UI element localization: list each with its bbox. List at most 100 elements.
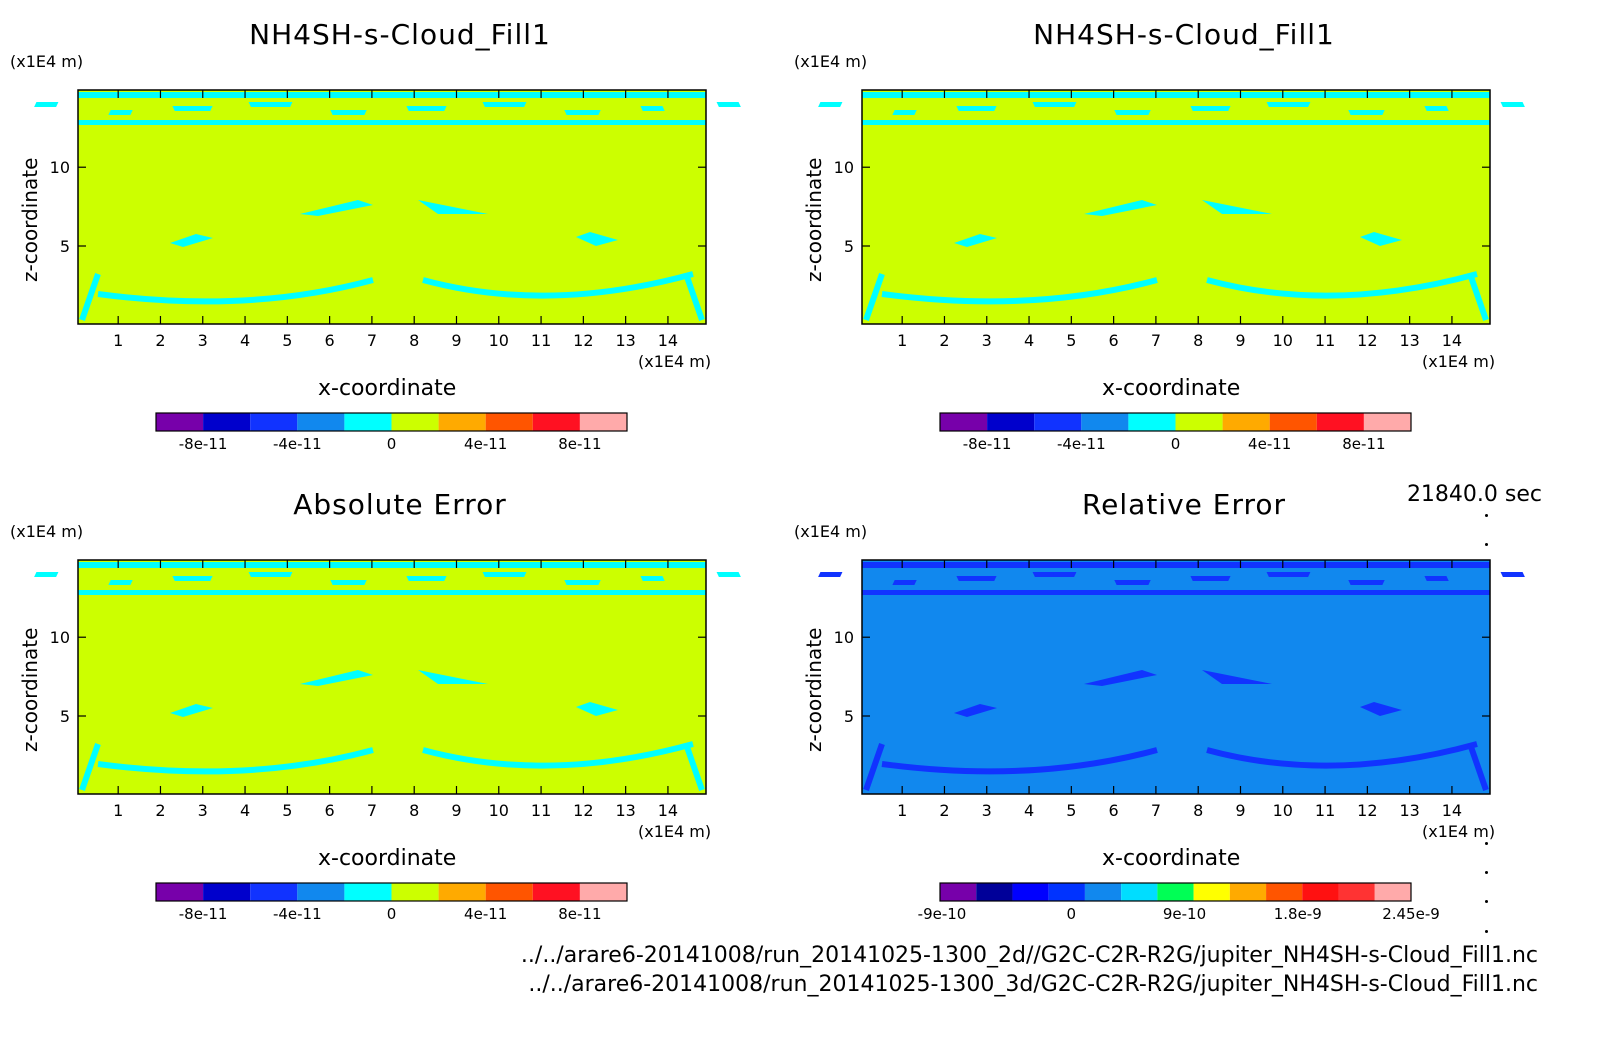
colorbar-swatch	[1012, 883, 1049, 901]
cloud-arc	[422, 741, 694, 769]
x-tick-label: 1	[113, 331, 123, 350]
cloud-band	[78, 562, 706, 568]
colorbar-frame	[155, 412, 628, 432]
colorbar-frame	[939, 412, 1412, 432]
cloud-arc	[683, 273, 705, 321]
colorbar: -8e-11 -4e-11 0 4e-11 8e-11	[939, 412, 1412, 453]
colorbar-swatch	[203, 883, 251, 901]
margin-dot	[1485, 871, 1488, 874]
colorbar-swatch	[579, 413, 627, 431]
colorbar-label: -9e-10	[918, 905, 967, 923]
x-tick-label: 11	[1315, 801, 1335, 820]
y-tick-label: 10	[834, 158, 854, 177]
x-tick-label: 4	[1024, 801, 1034, 820]
colorbar: -9e-10 0 9e-10 1.8e-9 2.45e-9	[918, 882, 1440, 923]
colorbar-label: 2.45e-9	[1382, 905, 1440, 923]
cloud-feature	[482, 572, 507, 577]
x-tick-label: 3	[982, 331, 992, 350]
x-tick-label: 7	[367, 331, 377, 350]
colorbar-swatch	[438, 883, 486, 901]
cloud-band	[78, 92, 706, 98]
cloud-feature	[482, 102, 507, 107]
colorbar-label: -8e-11	[963, 435, 1012, 453]
cloud-feature	[300, 670, 373, 686]
cloud-arc	[97, 747, 374, 775]
cloud-feature	[300, 200, 373, 216]
cloud-arc	[881, 277, 1158, 305]
cloud-feature	[1360, 232, 1402, 246]
x-tick-label: 4	[1024, 331, 1034, 350]
y-tick-label: 5	[60, 237, 70, 256]
colorbar-swatch	[156, 413, 204, 431]
colorbar-label: -4e-11	[1057, 435, 1106, 453]
colorbar-label: 4e-11	[1248, 435, 1291, 453]
x-axis-label: x-coordinate	[1102, 846, 1241, 871]
cloud-arc	[881, 747, 1158, 775]
cloud-feature	[1266, 572, 1291, 577]
cloud-feature	[170, 234, 213, 247]
file-path-1: ../../arare6-20141008/run_20141025-1300_…	[520, 943, 1538, 968]
panel-top-left: NH4SH-s-Cloud_Fill1 (x1E4 m) z-coordinat…	[0, 0, 800, 490]
cloud-feature	[818, 102, 843, 107]
x-tick-label: 5	[1066, 331, 1076, 350]
colorbar-label: 0	[1066, 905, 1076, 923]
cloud-feature	[1206, 106, 1231, 111]
cloud-feature	[1084, 670, 1157, 686]
margin-dot	[1485, 514, 1488, 517]
cloud-feature	[108, 580, 133, 585]
colorbar-swatch	[156, 883, 204, 901]
x-tick-label: 13	[615, 801, 635, 820]
colorbar-swatch	[1121, 883, 1158, 901]
x-tick-label: 10	[1273, 801, 1293, 820]
cloud-feature	[1052, 572, 1077, 577]
x-tick-label: 1	[897, 801, 907, 820]
colorbar-label: 4e-11	[464, 905, 507, 923]
cloud-arc	[79, 743, 101, 791]
colorbar-label: 1.8e-9	[1274, 905, 1322, 923]
cloud-feature	[1126, 580, 1151, 585]
x-tick-label: 1	[897, 331, 907, 350]
cloud-feature	[1286, 572, 1311, 577]
cloud-feature	[576, 702, 618, 716]
x-tick-label: 12	[573, 801, 593, 820]
x-tick-label: 7	[367, 801, 377, 820]
y-tick-label: 10	[50, 628, 70, 647]
colorbar-label: 8e-11	[1342, 435, 1385, 453]
y-tick-label: 5	[844, 237, 854, 256]
x-tick-label: 8	[1193, 331, 1203, 350]
colorbar-label: -8e-11	[179, 435, 228, 453]
x-tick-label: 14	[658, 331, 678, 350]
cloud-arc	[1467, 273, 1489, 321]
cloud-arc	[97, 277, 374, 305]
colorbar-frame	[155, 882, 628, 902]
margin-dot	[1485, 900, 1488, 903]
cloud-feature	[972, 106, 997, 111]
margin-dot	[1485, 842, 1488, 845]
y-tick-label: 5	[60, 707, 70, 726]
colorbar-swatch	[1229, 883, 1267, 901]
x-tick-label: 9	[1235, 801, 1245, 820]
x-tick-label: 3	[198, 801, 208, 820]
cloud-feature	[1424, 576, 1449, 581]
y-unit-label: (x1E4 m)	[10, 52, 84, 71]
colorbar-swatch	[532, 413, 580, 431]
colorbar-swatch	[297, 883, 345, 901]
cloud-arc	[422, 271, 694, 299]
x-tick-label: 10	[489, 801, 509, 820]
y-unit-label: (x1E4 m)	[794, 522, 868, 541]
cloud-feature	[716, 572, 741, 577]
x-tick-label: 5	[282, 801, 292, 820]
colorbar-swatch	[532, 883, 580, 901]
x-tick-label: 2	[155, 801, 165, 820]
cloud-feature	[954, 704, 997, 717]
cloud-feature	[1500, 572, 1525, 577]
colorbar-label: 8e-11	[558, 435, 601, 453]
x-tick-label: 2	[939, 801, 949, 820]
colorbar-swatch	[250, 883, 298, 901]
x-tick-label: 14	[658, 801, 678, 820]
colorbar-swatch	[940, 413, 988, 431]
cloud-arc	[683, 743, 705, 791]
x-tick-label: 13	[615, 331, 635, 350]
